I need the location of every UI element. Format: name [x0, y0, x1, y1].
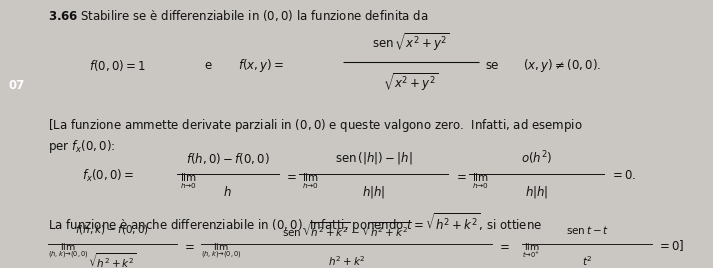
- Text: $=$: $=$: [453, 169, 466, 182]
- Text: $h$: $h$: [223, 185, 232, 199]
- Text: $\mathrm{sen}\,(|h|) - |h|$: $\mathrm{sen}\,(|h|) - |h|$: [335, 150, 412, 166]
- Text: $\sqrt{h^2+k^2}$: $\sqrt{h^2+k^2}$: [88, 252, 137, 268]
- Text: $\sqrt{x^2+y^2}$: $\sqrt{x^2+y^2}$: [384, 72, 438, 94]
- Text: La funzione è anche differenziabile in $(0,0)$. Infatti, ponendo $t = \sqrt{h^2+: La funzione è anche differenziabile in $…: [48, 212, 542, 235]
- Text: $h|h|$: $h|h|$: [362, 184, 385, 200]
- Text: $h^2+k^2$: $h^2+k^2$: [328, 254, 365, 268]
- Text: $t^2$: $t^2$: [582, 254, 593, 268]
- Text: e: e: [204, 59, 211, 72]
- Text: $= 0]$: $= 0]$: [657, 238, 684, 253]
- Text: 07: 07: [9, 79, 25, 92]
- Text: $f(h,0) - f(0,0)$: $f(h,0) - f(0,0)$: [185, 151, 270, 166]
- Text: $=$: $=$: [183, 239, 195, 252]
- Text: $\lim_{(h,k)\to(0,0)}$: $\lim_{(h,k)\to(0,0)}$: [48, 241, 88, 261]
- Text: $o(h^2)$: $o(h^2)$: [520, 149, 553, 167]
- Text: $\lim_{h\to 0}$: $\lim_{h\to 0}$: [180, 171, 198, 191]
- Text: $f(0,0) = 1$: $f(0,0) = 1$: [88, 58, 145, 73]
- Text: $\mathrm{sen}\,t - t$: $\mathrm{sen}\,t - t$: [566, 224, 609, 236]
- Text: $\lim_{h\to 0}$: $\lim_{h\to 0}$: [472, 171, 489, 191]
- Text: $=$: $=$: [284, 169, 297, 182]
- Text: per $f_x(0,0)$:: per $f_x(0,0)$:: [48, 138, 116, 155]
- Text: $f_x(0,0) =$: $f_x(0,0) =$: [82, 168, 134, 184]
- Text: $\mathbf{3.66}$ Stabilire se è differenziabile in $(0,0)$ la funzione definita d: $\mathbf{3.66}$ Stabilire se è differenz…: [48, 8, 429, 23]
- Text: $\mathrm{sen}\,\sqrt{h^2+k^2} - \sqrt{h^2+k^2}$: $\mathrm{sen}\,\sqrt{h^2+k^2} - \sqrt{h^…: [282, 220, 411, 239]
- Text: $\lim_{t\to 0^+}$: $\lim_{t\to 0^+}$: [522, 242, 540, 260]
- Text: $f(x,y) =$: $f(x,y) =$: [238, 57, 284, 74]
- Text: $=$: $=$: [497, 239, 510, 252]
- Text: $f(h,k) - f(0,0)$: $f(h,k) - f(0,0)$: [76, 223, 149, 236]
- Text: $\lim_{(h,k)\to(0,0)}$: $\lim_{(h,k)\to(0,0)}$: [200, 241, 241, 261]
- Text: [La funzione ammette derivate parziali in $(0,0)$ e queste valgono zero.  Infatt: [La funzione ammette derivate parziali i…: [48, 117, 583, 133]
- Text: $\mathrm{sen}\,\sqrt{x^2+y^2}$: $\mathrm{sen}\,\sqrt{x^2+y^2}$: [372, 32, 450, 54]
- Text: $\lim_{h\to 0}$: $\lim_{h\to 0}$: [302, 171, 319, 191]
- Text: se: se: [486, 59, 499, 72]
- Text: $(x,y) \neq (0,0).$: $(x,y) \neq (0,0).$: [523, 57, 601, 74]
- Text: $h|h|$: $h|h|$: [525, 184, 548, 200]
- Text: $= 0.$: $= 0.$: [610, 169, 636, 182]
